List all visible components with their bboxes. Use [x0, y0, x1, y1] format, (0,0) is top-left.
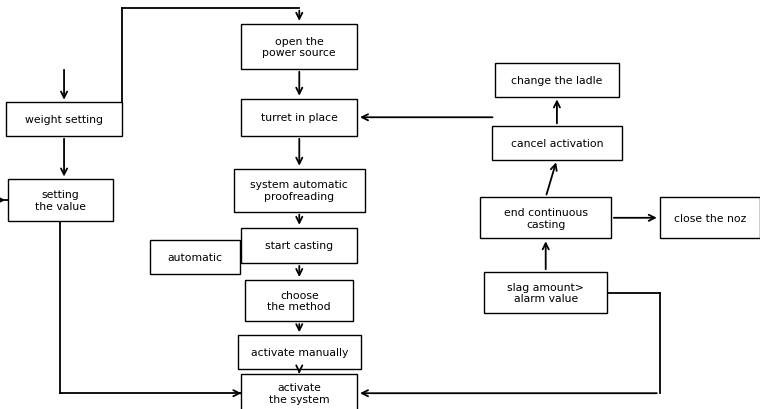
FancyBboxPatch shape	[150, 241, 239, 274]
Text: end continuous
casting: end continuous casting	[504, 207, 587, 229]
Text: automatic: automatic	[167, 253, 222, 263]
FancyBboxPatch shape	[484, 272, 607, 314]
Text: turret in place: turret in place	[261, 113, 337, 123]
Text: activate
the system: activate the system	[269, 382, 330, 404]
FancyBboxPatch shape	[238, 335, 361, 369]
FancyBboxPatch shape	[660, 198, 760, 239]
FancyBboxPatch shape	[242, 25, 357, 70]
Text: slag amount>
alarm value: slag amount> alarm value	[507, 282, 584, 304]
Text: system automatic
proofreading: system automatic proofreading	[250, 180, 348, 202]
Text: cancel activation: cancel activation	[511, 139, 603, 148]
Text: start casting: start casting	[265, 241, 334, 251]
FancyBboxPatch shape	[242, 228, 357, 263]
FancyBboxPatch shape	[6, 103, 122, 137]
FancyBboxPatch shape	[496, 64, 619, 97]
FancyBboxPatch shape	[480, 198, 611, 239]
Text: setting
the value: setting the value	[35, 190, 86, 211]
FancyBboxPatch shape	[245, 280, 353, 321]
Text: change the ladle: change the ladle	[511, 76, 603, 85]
Text: weight setting: weight setting	[25, 115, 103, 125]
FancyBboxPatch shape	[492, 127, 622, 160]
Text: open the
power source: open the power source	[262, 36, 336, 58]
FancyBboxPatch shape	[242, 99, 357, 137]
Text: close the noz: close the noz	[674, 213, 746, 223]
Text: choose
the method: choose the method	[268, 290, 331, 312]
FancyBboxPatch shape	[234, 169, 365, 212]
FancyBboxPatch shape	[242, 373, 357, 409]
FancyBboxPatch shape	[8, 180, 112, 221]
Text: activate manually: activate manually	[251, 347, 348, 357]
